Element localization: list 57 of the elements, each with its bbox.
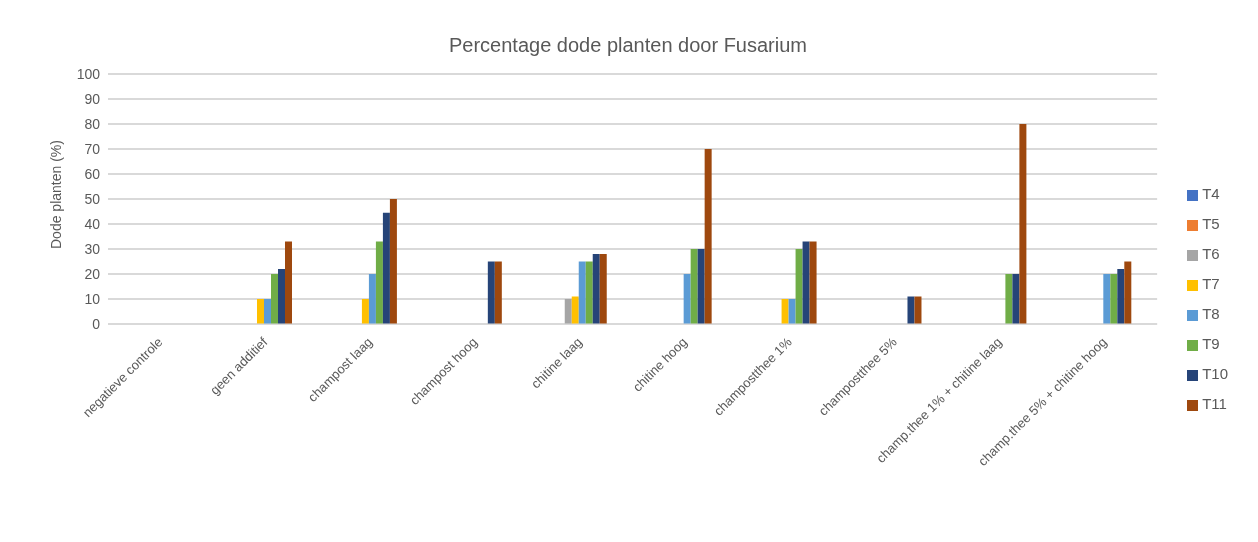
bar [704, 149, 712, 324]
legend-label: T5 [1202, 215, 1220, 232]
bar [592, 254, 600, 324]
y-tick-label: 70 [84, 140, 101, 157]
legend-label: T7 [1202, 275, 1220, 292]
y-axis-title: Dode planten (%) [47, 140, 64, 249]
y-tick-label: 90 [84, 90, 101, 107]
bar [494, 261, 502, 324]
bar [809, 241, 817, 324]
bar [578, 261, 586, 324]
legend-label: T6 [1202, 245, 1220, 262]
bar [487, 261, 495, 324]
bar [585, 261, 593, 324]
bar [1117, 269, 1125, 324]
legend-label: T10 [1202, 365, 1228, 382]
bar [271, 274, 278, 324]
bar [1019, 124, 1027, 324]
y-tick-label: 30 [84, 240, 101, 257]
bar [795, 249, 803, 324]
y-tick-label: 0 [92, 315, 101, 332]
bar [368, 274, 376, 324]
legend-label: T8 [1202, 305, 1220, 322]
bar [375, 241, 383, 324]
bar [599, 254, 607, 324]
bar [361, 299, 369, 324]
bar [1110, 274, 1118, 324]
y-tick-label: 20 [84, 265, 101, 282]
bar [802, 241, 810, 324]
y-tick-label: 50 [84, 190, 101, 207]
bar [264, 299, 271, 324]
bar [1012, 274, 1020, 324]
bar [285, 241, 292, 324]
legend-label: T11 [1202, 395, 1227, 412]
bar [571, 296, 579, 324]
y-tick-label: 40 [84, 215, 101, 232]
chart-title: Percentage dode planten door Fusarium [448, 33, 808, 58]
bar [1103, 274, 1111, 324]
bar [907, 296, 915, 324]
bar [690, 249, 698, 324]
bar [697, 249, 705, 324]
y-tick-label: 60 [84, 165, 101, 182]
bar [257, 299, 264, 324]
bar [781, 299, 789, 324]
bar [564, 299, 572, 324]
legend-label: T4 [1202, 185, 1220, 202]
y-tick-label: 100 [76, 65, 101, 82]
y-tick-label: 80 [84, 115, 101, 132]
bar [1005, 274, 1013, 324]
bar [788, 299, 796, 324]
bar [914, 296, 922, 324]
y-tick-label: 10 [84, 290, 101, 307]
legend-label: T9 [1202, 335, 1220, 352]
bar [1124, 261, 1132, 324]
bar [683, 274, 691, 324]
bar [382, 212, 390, 324]
bar [389, 199, 397, 324]
bar [278, 269, 285, 324]
